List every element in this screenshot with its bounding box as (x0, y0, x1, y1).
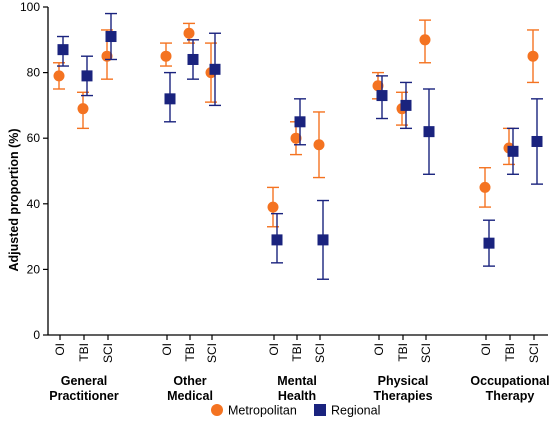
data-point (105, 31, 117, 43)
y-tick-label: 60 (27, 131, 41, 145)
data-point (53, 70, 65, 82)
x-category-label: SCI (419, 343, 433, 363)
group-label: Medical (167, 389, 213, 403)
legend-item-regional: Regional (314, 404, 380, 418)
x-category-label: SCI (313, 343, 327, 363)
y-tick-label: 0 (33, 328, 40, 342)
x-category-label: TBI (503, 343, 517, 362)
group-label: Therapies (373, 389, 432, 403)
data-point (183, 27, 195, 39)
data-point (267, 201, 279, 213)
data-point (187, 53, 199, 65)
legend: Metropolitan Regional (211, 404, 380, 418)
data-point (507, 145, 519, 157)
x-category-label: SCI (101, 343, 115, 363)
x-category-label: TBI (290, 343, 304, 362)
data-point (77, 103, 89, 115)
y-axis-title: Adjusted proportion (%) (7, 128, 21, 271)
x-category-label: OI (479, 343, 493, 356)
x-category-labels: OI TBI SCI OI TBI SCI OI TBI SCI OI TBI SCI OI TBI SCI (53, 335, 541, 363)
data-point (160, 50, 172, 62)
data-point (164, 93, 176, 105)
legend-label: Metropolitan (228, 404, 297, 418)
legend-item-metropolitan: Metropolitan (211, 404, 297, 418)
group-label: General (61, 374, 108, 388)
data-point (479, 181, 491, 193)
data-point (317, 234, 329, 246)
x-category-label: OI (53, 343, 67, 356)
data-marks (53, 12, 543, 280)
data-point (271, 234, 283, 246)
data-point (294, 116, 306, 128)
x-category-label: TBI (77, 343, 91, 362)
x-category-label: TBI (183, 343, 197, 362)
group-label: Physical (378, 374, 429, 388)
legend-label: Regional (331, 404, 380, 418)
data-point (527, 50, 539, 62)
legend-marker (211, 404, 223, 416)
data-point (376, 90, 388, 102)
group-label: Health (278, 389, 316, 403)
series-regional (57, 12, 543, 280)
data-point (290, 132, 302, 144)
data-point (531, 135, 543, 147)
data-point (400, 99, 412, 111)
group-label: Therapy (486, 389, 535, 403)
data-point (419, 34, 431, 46)
x-category-label: OI (267, 343, 281, 356)
y-tick-label: 20 (27, 262, 41, 276)
x-category-label: OI (372, 343, 386, 356)
data-point (313, 139, 325, 151)
data-point (423, 126, 435, 138)
legend-marker (314, 404, 326, 416)
data-point (81, 70, 93, 82)
group-label: Occupational (470, 374, 549, 388)
x-category-label: SCI (527, 343, 541, 363)
data-point (209, 63, 221, 75)
group-label: Practitioner (49, 389, 119, 403)
data-point (483, 237, 495, 249)
data-point (57, 44, 69, 56)
x-category-label: OI (160, 343, 174, 356)
y-tick-label: 80 (27, 66, 41, 80)
y-tick-label: 40 (27, 197, 41, 211)
y-tick-label: 100 (20, 0, 40, 14)
group-label: Other (173, 374, 206, 388)
group-label: Mental (277, 374, 317, 388)
x-category-label: TBI (396, 343, 410, 362)
data-point (372, 80, 384, 92)
axes (47, 7, 548, 336)
y-ticks: 0 20 40 60 80 100 (20, 0, 48, 342)
x-category-label: SCI (205, 343, 219, 363)
